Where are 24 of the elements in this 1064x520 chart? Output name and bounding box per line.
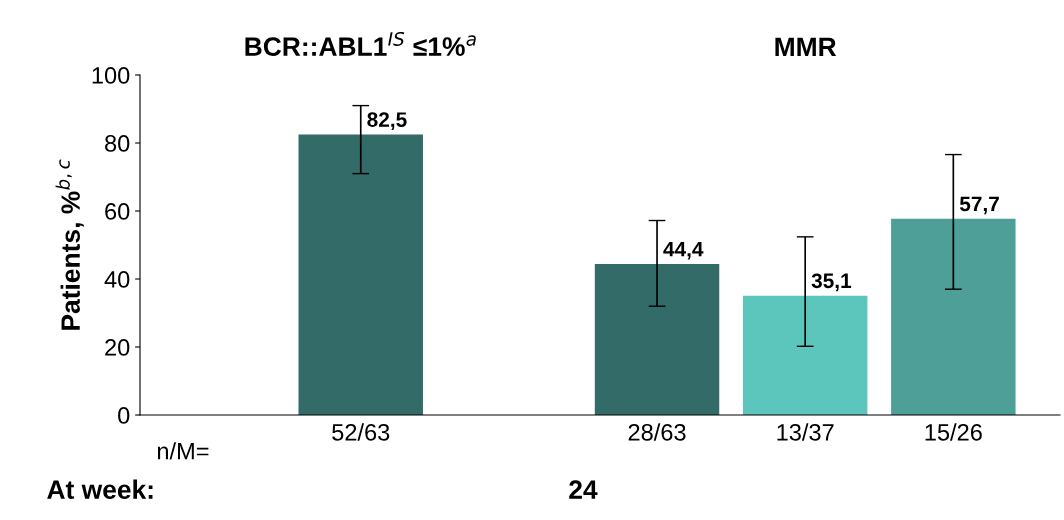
y-axis-title: Patients, %$^{b,c}$: [55, 159, 84, 330]
x-tick-label: 52/63: [332, 423, 390, 441]
text: At week:: [47, 479, 153, 499]
text: n/M=: [157, 442, 209, 460]
y-tick-label: 60: [105, 203, 130, 220]
bar: [742, 295, 868, 415]
x-tick-label: 28/63: [628, 423, 686, 441]
y-tick-label: 40: [104, 271, 130, 288]
data-label: 82,5: [367, 112, 407, 130]
text: 24: [569, 480, 598, 499]
bar: [891, 218, 1016, 415]
y-tick-label: 0: [118, 407, 130, 424]
y-tick-label: 20: [105, 339, 130, 356]
y-tick-label: 100: [92, 67, 130, 84]
x-tick-label: 15/26: [925, 423, 982, 441]
data-label: 57,7: [959, 196, 999, 215]
x-tick-label: 13/37: [777, 423, 834, 441]
bar: [298, 134, 423, 415]
data-label: 44,4: [663, 241, 704, 260]
bar: [594, 264, 720, 415]
data-label: 35,1: [811, 273, 852, 292]
text: MMR: [775, 37, 837, 56]
text: BCR::ABL1$^{IS}$ ≤1%$^{a}$: [245, 31, 476, 56]
y-tick-label: 80: [105, 135, 130, 152]
